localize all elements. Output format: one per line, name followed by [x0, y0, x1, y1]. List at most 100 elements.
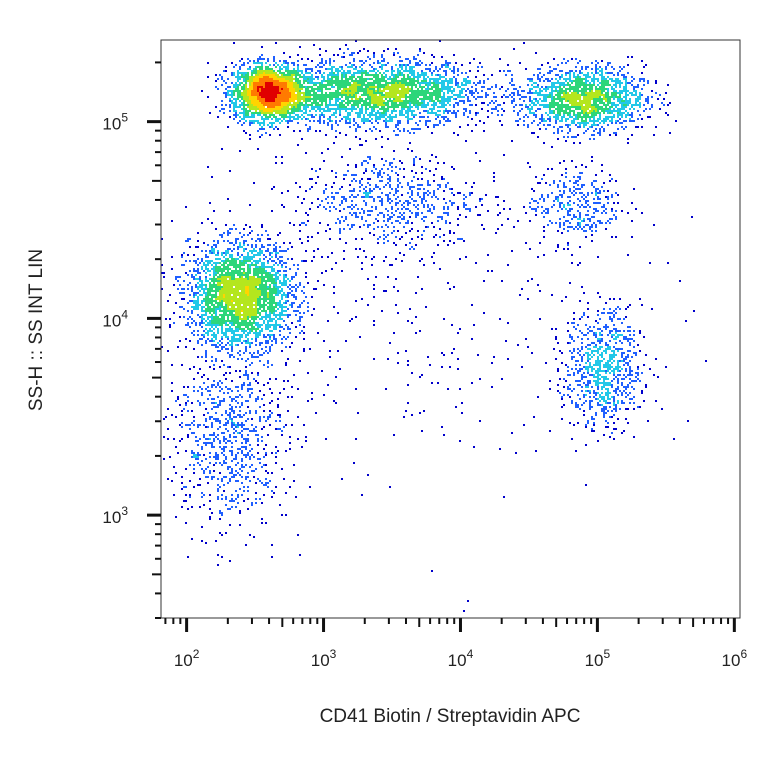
event-dot	[377, 104, 379, 106]
event-dot	[381, 76, 383, 78]
event-dot	[355, 86, 357, 88]
event-dot	[331, 114, 333, 116]
event-dot	[407, 102, 409, 104]
event-dot	[357, 114, 359, 116]
event-dot	[385, 236, 387, 238]
event-dot	[259, 88, 261, 90]
event-dot	[279, 250, 281, 252]
event-dot	[377, 106, 379, 108]
event-dot	[467, 88, 469, 90]
event-dot	[353, 212, 355, 214]
event-dot	[597, 256, 599, 258]
event-dot	[575, 96, 577, 98]
event-dot	[433, 92, 435, 94]
event-dot	[261, 76, 263, 78]
event-dot	[575, 80, 577, 82]
event-dot	[303, 82, 305, 84]
event-dot	[595, 128, 597, 130]
event-dot	[267, 58, 269, 60]
event-dot	[589, 84, 591, 86]
event-dot	[393, 98, 395, 100]
event-dot	[225, 254, 227, 256]
event-dot	[267, 250, 269, 252]
event-dot	[587, 108, 589, 110]
event-dot	[297, 82, 299, 84]
event-dot	[595, 94, 597, 96]
event-dot	[213, 240, 215, 242]
event-dot	[411, 128, 413, 130]
event-dot	[595, 66, 597, 68]
event-dot	[425, 120, 427, 122]
event-dot	[275, 102, 277, 104]
event-dot	[249, 232, 251, 234]
event-dot	[335, 84, 337, 86]
event-dot	[543, 230, 545, 232]
event-dot	[309, 126, 311, 128]
event-dot	[399, 182, 401, 184]
event-dot	[369, 196, 371, 198]
event-dot	[359, 190, 361, 192]
event-dot	[333, 92, 335, 94]
event-dot	[359, 114, 361, 116]
event-dot	[347, 78, 349, 80]
event-dot	[419, 92, 421, 94]
event-dot	[251, 244, 253, 246]
event-dot	[595, 112, 597, 114]
event-dot	[297, 102, 299, 104]
event-dot	[585, 92, 587, 94]
event-dot	[557, 130, 559, 132]
event-dot	[627, 104, 629, 106]
event-dot	[251, 98, 253, 100]
event-dot	[477, 70, 479, 72]
event-dot	[347, 206, 349, 208]
event-dot	[305, 100, 307, 102]
event-dot	[269, 112, 271, 114]
event-dot	[287, 248, 289, 250]
event-dot	[359, 226, 361, 228]
event-dot	[405, 96, 407, 98]
event-dot	[569, 124, 571, 126]
event-dot	[599, 88, 601, 90]
event-dot	[373, 188, 375, 190]
event-dot	[607, 76, 609, 78]
event-dot	[361, 68, 363, 70]
event-dot	[245, 84, 247, 86]
event-dot	[415, 92, 417, 94]
event-dot	[551, 104, 553, 106]
event-dot	[587, 92, 589, 94]
event-dot	[251, 102, 253, 104]
event-dot	[605, 82, 607, 84]
event-dot	[337, 68, 339, 70]
event-dot	[421, 74, 423, 76]
event-dot	[267, 116, 269, 118]
event-dot	[297, 86, 299, 88]
event-dot	[315, 98, 317, 100]
event-dot	[259, 78, 261, 80]
event-dot	[609, 218, 611, 220]
event-dot	[605, 118, 607, 120]
event-dot	[229, 106, 231, 108]
event-dot	[593, 134, 595, 136]
event-dot	[259, 90, 261, 92]
event-dot	[245, 92, 247, 94]
event-dot	[591, 192, 593, 194]
event-dot	[575, 106, 577, 108]
event-dot	[437, 86, 439, 88]
event-dot	[287, 126, 289, 128]
event-dot	[243, 64, 245, 66]
event-dot	[369, 158, 371, 160]
event-dot	[263, 72, 265, 74]
event-dot	[589, 112, 591, 114]
event-dot	[395, 90, 397, 92]
event-dot	[629, 114, 631, 116]
event-dot	[375, 90, 377, 92]
event-dot	[321, 76, 323, 78]
event-dot	[403, 80, 405, 82]
event-dot	[365, 98, 367, 100]
event-dot	[283, 86, 285, 88]
event-dot	[371, 86, 373, 88]
event-dot	[263, 88, 265, 90]
event-dot	[441, 76, 443, 78]
event-dot	[269, 80, 271, 82]
event-dot	[321, 100, 323, 102]
